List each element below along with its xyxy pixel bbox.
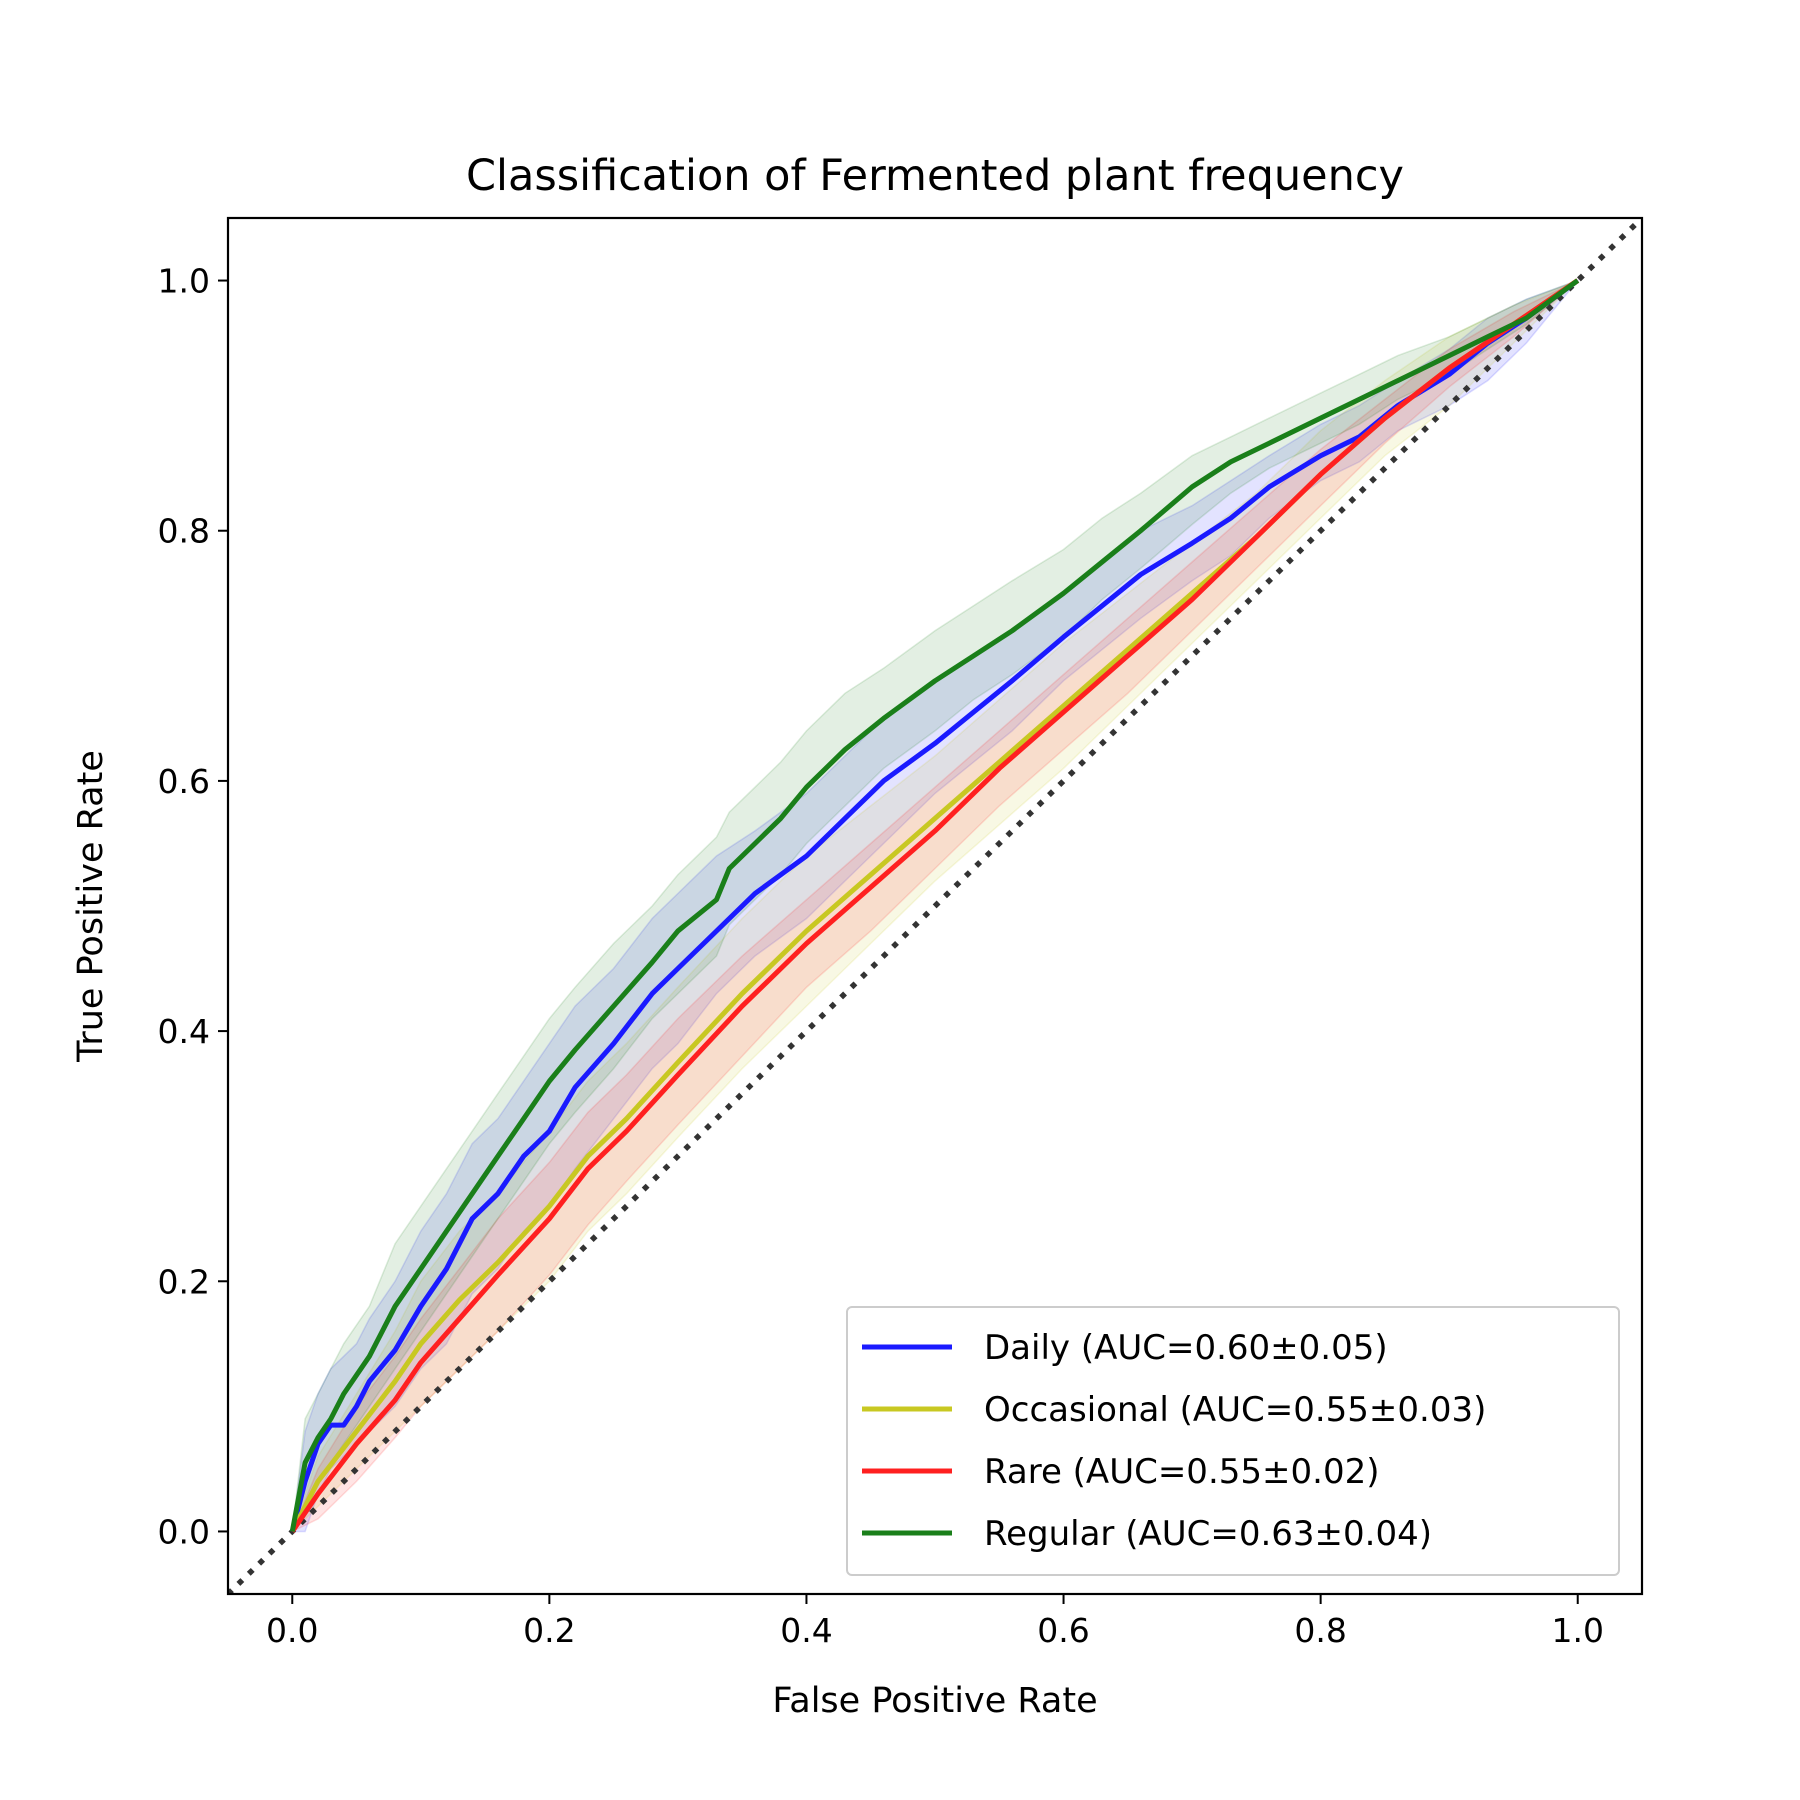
x-tick-label: 0.6 (1037, 1611, 1089, 1650)
series-line-0 (289, 278, 1580, 1533)
series-line-2 (290, 278, 1580, 1533)
legend-label-2: Rare (AUC=0.55±0.02) (984, 1452, 1379, 1492)
x-tick-label: 0.2 (523, 1611, 575, 1650)
x-axis-label: False Positive Rate (772, 1681, 1097, 1721)
chart-title: Classification of Fermented plant freque… (466, 151, 1404, 201)
y-tick-label: 0.0 (158, 1512, 210, 1551)
y-tick-label: 0.8 (158, 512, 210, 551)
x-tick-label: 0.4 (780, 1611, 832, 1650)
legend-label-3: Regular (AUC=0.63±0.04) (984, 1514, 1432, 1554)
y-tick-label: 0.6 (158, 762, 210, 801)
x-tick-label: 1.0 (1551, 1611, 1603, 1650)
y-axis: 0.0 0.2 0.4 0.6 0.8 1.0 (158, 262, 228, 1551)
x-tick-label: 0.8 (1294, 1611, 1346, 1650)
legend-label-0: Daily (AUC=0.60±0.05) (984, 1328, 1388, 1368)
legend: Daily (AUC=0.60±0.05) Occasional (AUC=0.5… (846, 1306, 1620, 1576)
plot-frame (226, 216, 1644, 1596)
plot-area (226, 216, 1644, 1596)
chance-line (228, 218, 1642, 1594)
legend-box (846, 1306, 1620, 1576)
y-tick-label: 0.2 (158, 1262, 210, 1301)
y-tick-label: 0.4 (158, 1012, 210, 1051)
x-tick-label: 0.0 (266, 1611, 318, 1650)
y-axis-label: True Positive Rate (71, 750, 111, 1063)
x-axis: 0.0 0.2 0.4 0.6 0.8 1.0 (266, 1594, 1604, 1650)
legend-label-1: Occasional (AUC=0.55±0.03) (984, 1390, 1486, 1430)
roc-curves (228, 218, 1642, 1594)
y-tick-label: 1.0 (158, 262, 210, 301)
series-line-3 (289, 278, 1580, 1532)
